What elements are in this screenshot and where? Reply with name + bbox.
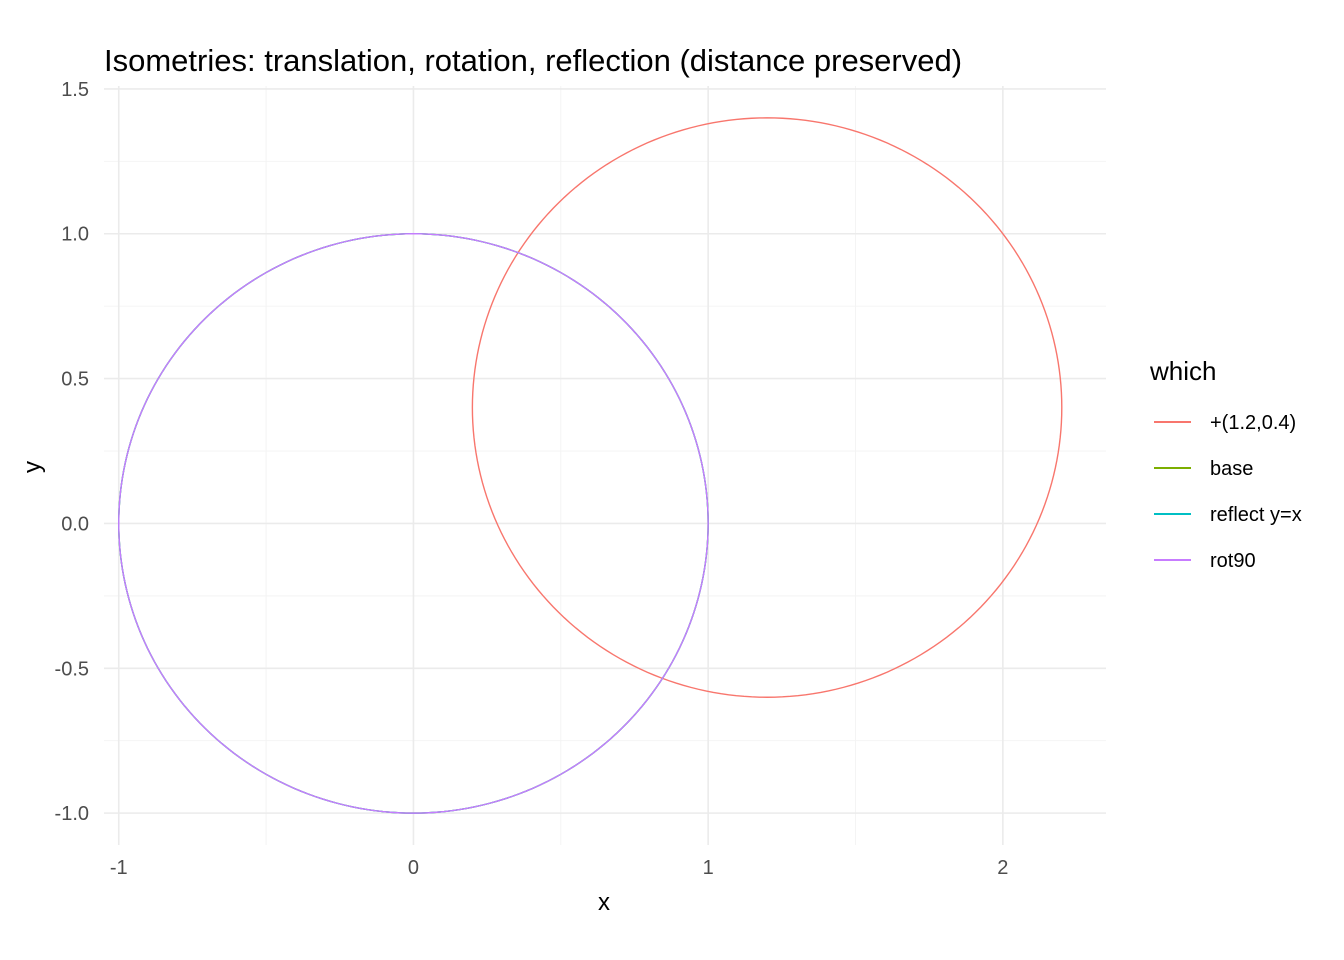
grid: [104, 86, 1106, 845]
chart-title: Isometries: translation, rotation, refle…: [104, 43, 962, 78]
x-tick-label: 0: [408, 857, 419, 879]
y-tick-label: -1.0: [55, 803, 89, 825]
y-axis-ticks: -1.0 -0.5 0.0 0.5 1.0 1.5: [55, 79, 89, 825]
x-axis-ticks: -1 0 1 2: [110, 857, 1009, 879]
y-tick-label: 1.0: [61, 224, 89, 246]
series-line-rot90: [118, 233, 709, 814]
y-tick-label: 1.5: [61, 79, 89, 101]
legend-title: which: [1149, 356, 1216, 386]
legend-label-1-2-0-4: +(1.2,0.4): [1210, 412, 1296, 434]
x-axis-title: x: [598, 889, 610, 916]
series-layer: [118, 117, 1063, 814]
y-tick-label: 0.5: [61, 369, 89, 391]
legend-label-reflect-y-x: reflect y=x: [1210, 504, 1302, 526]
x-tick-label: 1: [703, 857, 714, 879]
x-tick-label: -1: [110, 857, 128, 879]
x-tick-label: 2: [997, 857, 1008, 879]
series-line-1-2-0-4: [471, 117, 1063, 698]
legend: which +(1.2,0.4) base reflect y=x rot90: [1149, 356, 1302, 572]
legend-label-rot90: rot90: [1210, 550, 1256, 572]
y-axis-title: y: [19, 461, 46, 473]
y-tick-label: -0.5: [55, 658, 89, 680]
legend-label-base: base: [1210, 458, 1253, 480]
legend-items: +(1.2,0.4) base reflect y=x rot90: [1154, 412, 1302, 572]
y-tick-label: 0.0: [61, 513, 89, 535]
